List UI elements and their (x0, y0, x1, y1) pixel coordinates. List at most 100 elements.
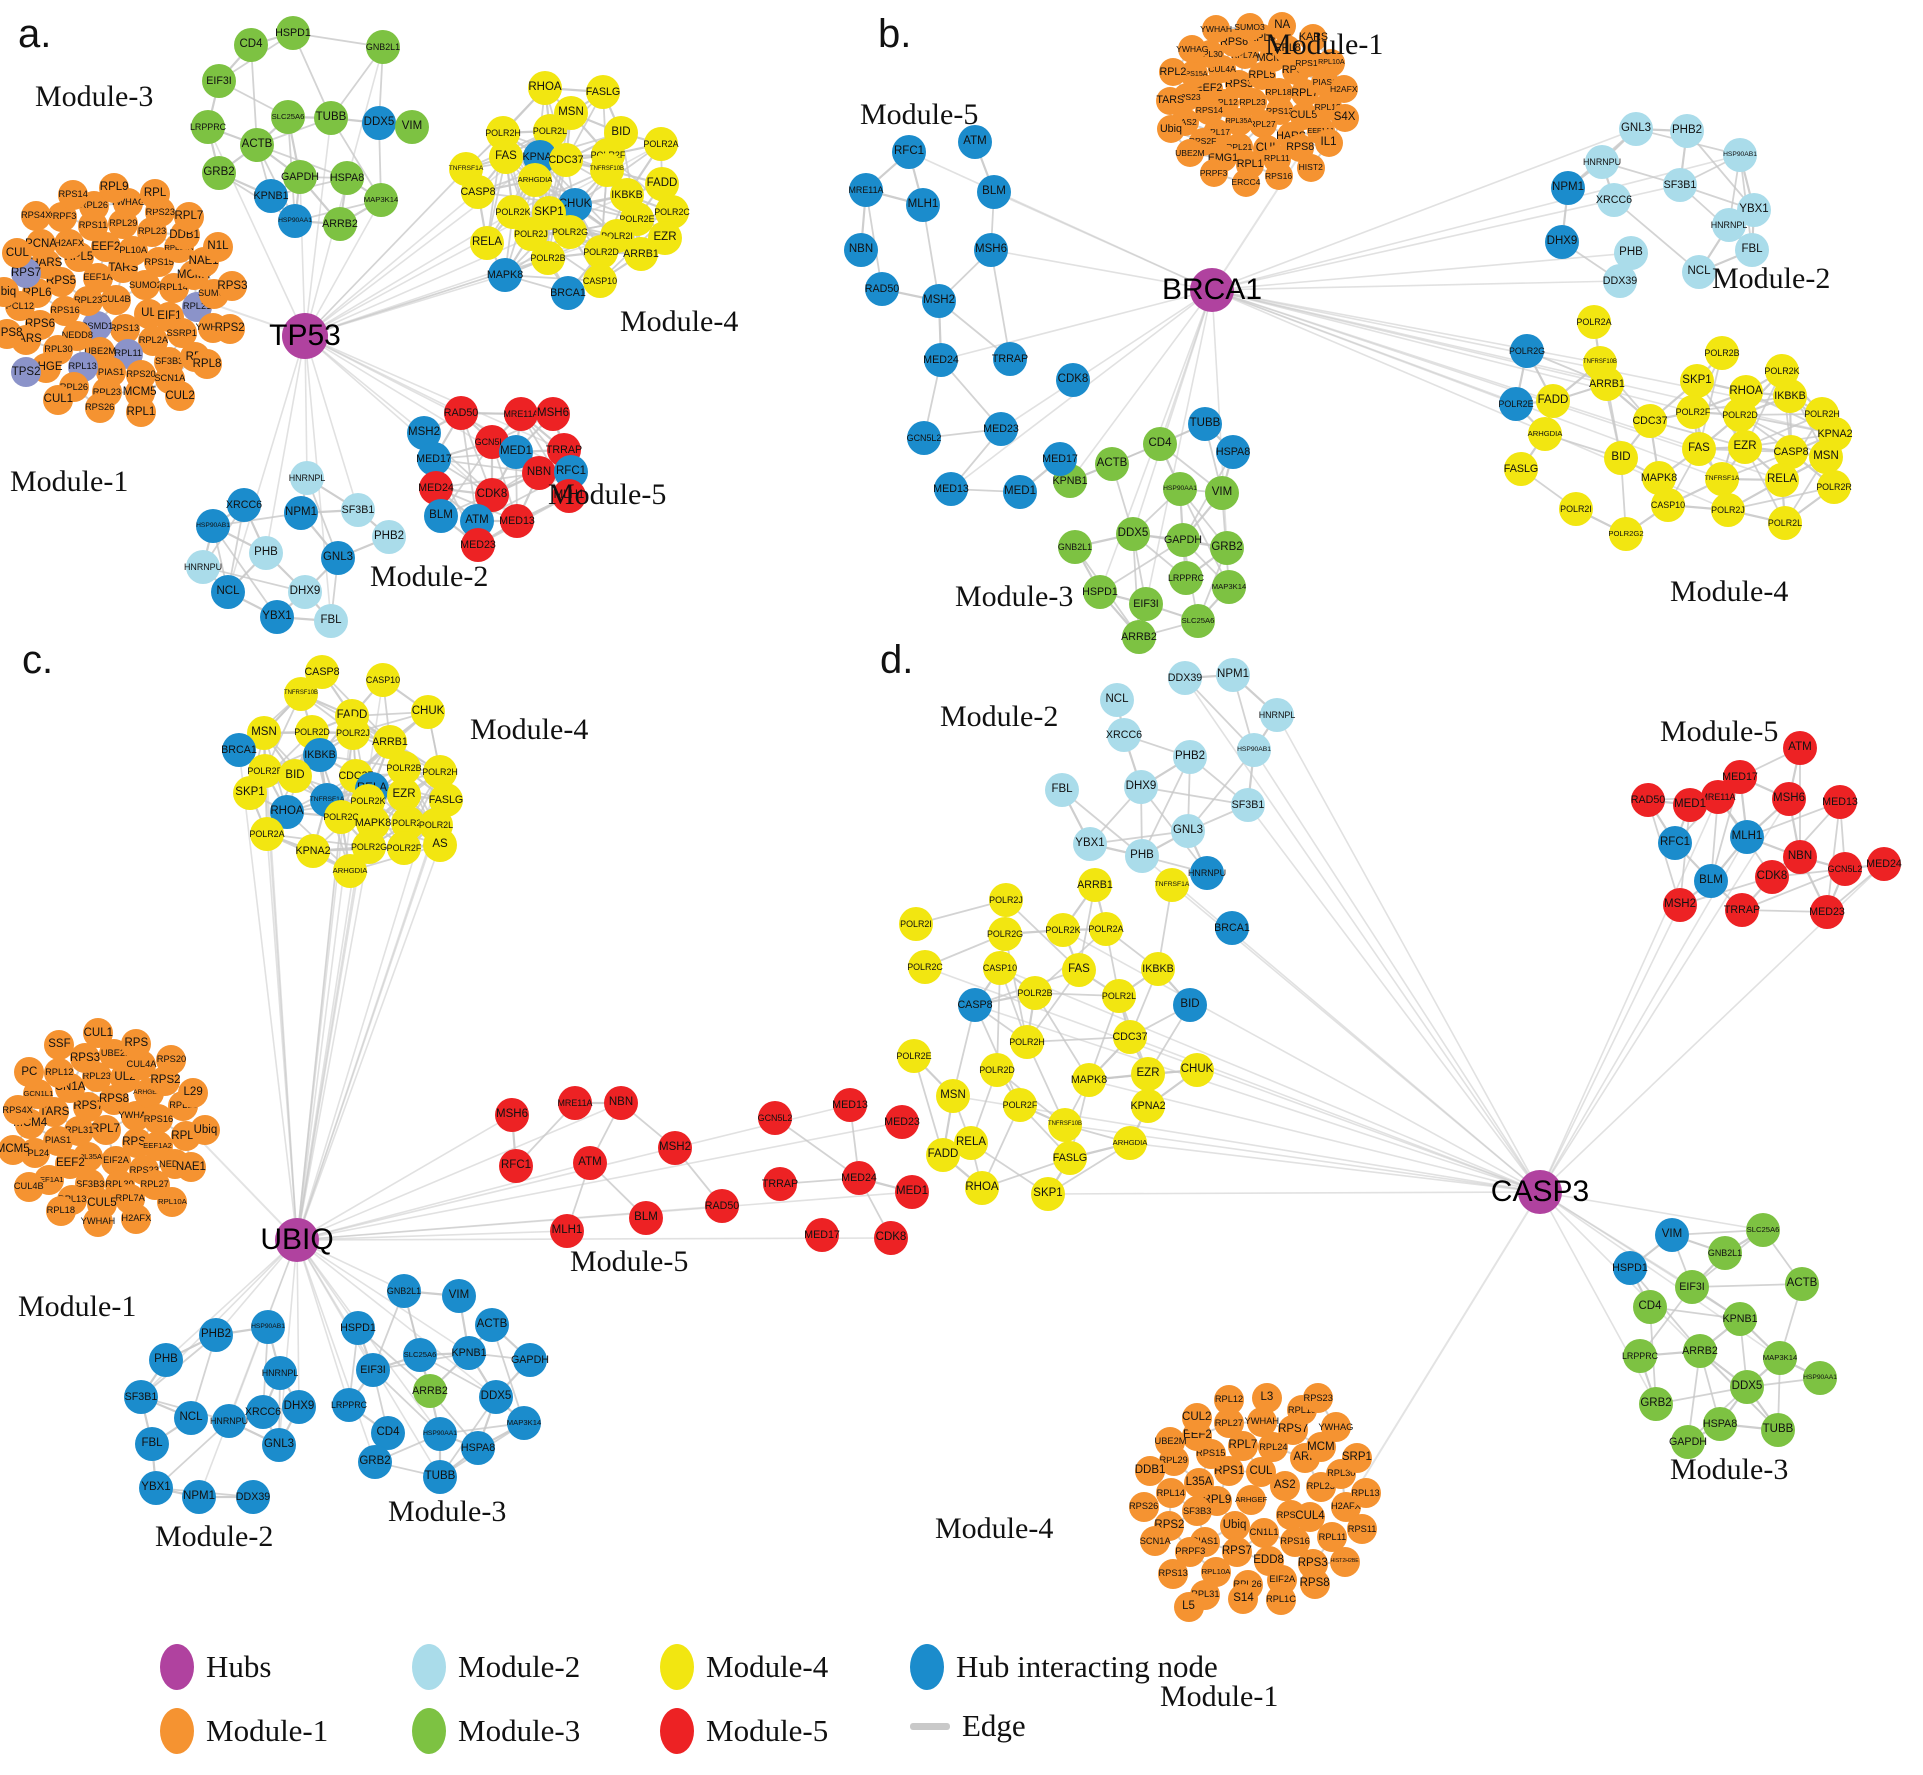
network-node[interactable]: FADD (926, 1138, 960, 1172)
network-node[interactable]: RAD50 (444, 396, 478, 430)
network-node[interactable]: ARHGEF (1235, 1485, 1267, 1515)
network-node[interactable]: RPL27 (1213, 1408, 1244, 1439)
network-node[interactable]: FAS (1682, 432, 1716, 466)
network-node[interactable]: POLR2I (899, 907, 933, 941)
network-node[interactable]: FADD (1536, 384, 1570, 418)
network-node[interactable]: RPL10A (157, 1187, 188, 1218)
network-node[interactable]: UBE2M (1175, 139, 1205, 167)
network-node[interactable]: CDC37 (1112, 1020, 1148, 1054)
network-node[interactable]: MSH2 (658, 1131, 692, 1165)
network-node[interactable]: YBX1 (260, 600, 294, 634)
network-node[interactable]: POLR2G (987, 917, 1023, 951)
network-node[interactable]: DHX9 (282, 1390, 316, 1424)
network-node[interactable]: TPS2 (11, 357, 42, 388)
network-node[interactable]: LRPPRC (1168, 561, 1204, 595)
network-node[interactable]: MED13 (933, 472, 969, 506)
network-node[interactable]: SF3B1 (1663, 168, 1697, 202)
network-node[interactable]: NPM1 (1216, 658, 1250, 692)
network-node[interactable]: RPS16 (143, 1104, 174, 1135)
network-node[interactable]: XRCC6 (245, 1395, 281, 1429)
network-node[interactable]: RPS26 (1128, 1491, 1159, 1522)
network-node[interactable]: BRCA1 (550, 276, 586, 310)
network-node[interactable]: MSN (936, 1079, 970, 1113)
network-node[interactable]: POLR2A (643, 127, 679, 161)
network-node[interactable]: PRPF3 (1199, 159, 1228, 188)
network-node[interactable]: RAD50 (705, 1189, 739, 1223)
network-node[interactable]: DDX5 (362, 106, 396, 140)
network-node[interactable]: EIF3I (202, 64, 236, 98)
network-node[interactable]: Ubiq (1156, 115, 1185, 144)
network-node[interactable]: DHX9 (1124, 770, 1158, 804)
network-node[interactable]: SSF (44, 1029, 75, 1060)
network-node[interactable]: HNRNPU (1188, 856, 1226, 890)
network-node[interactable]: KARS (1299, 23, 1328, 52)
network-node[interactable]: HSPD1 (1612, 1251, 1648, 1285)
network-node[interactable]: RPL13 (1350, 1478, 1381, 1509)
network-node[interactable]: NPM1 (182, 1480, 216, 1514)
network-node[interactable]: IL1 (1314, 128, 1343, 157)
network-node[interactable]: POLR2D (1722, 398, 1758, 432)
network-node[interactable]: BID (278, 759, 312, 793)
network-node[interactable]: MED23 (460, 528, 496, 562)
network-node[interactable]: NA (1268, 12, 1297, 41)
network-node[interactable]: MED17 (416, 442, 452, 476)
network-node[interactable]: CUL (2, 238, 33, 269)
network-node[interactable]: YWHAG (1318, 1412, 1353, 1443)
network-node[interactable]: RPS4X (2, 1095, 33, 1126)
network-node[interactable]: HNRNPU (184, 550, 222, 584)
network-node[interactable]: H2AFX (121, 1203, 152, 1234)
network-node[interactable]: FBL (314, 604, 348, 638)
network-node[interactable]: TUBB (1188, 407, 1222, 441)
network-node[interactable]: POLR2K (1045, 913, 1081, 947)
network-node[interactable]: POLR2I (1559, 492, 1593, 526)
network-node[interactable]: CUL1 (83, 1018, 114, 1049)
network-node[interactable]: FASLG (586, 75, 620, 109)
network-node[interactable]: GAPDH (1669, 1425, 1707, 1459)
network-node[interactable]: BRCA1 (1214, 911, 1250, 945)
network-node[interactable]: GRB2 (202, 156, 236, 190)
network-node[interactable]: GNB2L1 (387, 1274, 421, 1308)
network-node[interactable]: ACTB (1785, 1267, 1819, 1301)
network-node[interactable]: MSH6 (974, 233, 1008, 267)
network-node[interactable]: TUBB (423, 1460, 457, 1494)
network-node[interactable]: MED17 (1722, 760, 1758, 794)
network-node[interactable]: MED23 (884, 1105, 920, 1139)
network-node[interactable]: MED24 (1866, 847, 1902, 881)
network-node[interactable]: YWHAG (1176, 35, 1208, 64)
network-node[interactable]: ARRB1 (1589, 367, 1625, 401)
network-node[interactable]: HSPD1 (1082, 575, 1118, 609)
network-node[interactable]: MSH2 (922, 284, 956, 318)
network-node[interactable]: POLR2F (387, 831, 421, 865)
network-node[interactable]: Ubiq (190, 1115, 221, 1146)
network-node[interactable]: L3 (1251, 1383, 1282, 1414)
network-node[interactable]: SF3B1 (124, 1380, 158, 1414)
network-node[interactable]: MRE11A (504, 397, 539, 431)
network-node[interactable]: POLR2C (907, 950, 943, 984)
network-node[interactable]: CASP10 (583, 264, 617, 298)
network-node[interactable]: RAD50 (865, 272, 899, 306)
network-node[interactable]: CD4 (371, 1416, 405, 1450)
network-node[interactable]: BID (1173, 988, 1207, 1022)
network-node[interactable]: RPS8 (0, 319, 22, 350)
network-node[interactable]: RPS14 (58, 179, 89, 210)
network-node[interactable]: NCL (1682, 255, 1716, 289)
network-node[interactable]: HSPA8 (330, 161, 364, 195)
network-node[interactable]: CASP10 (1651, 488, 1685, 522)
network-node[interactable]: MED17 (804, 1218, 840, 1252)
network-node[interactable]: XRCC6 (1596, 183, 1632, 217)
network-node[interactable]: MSH6 (495, 1098, 529, 1132)
network-node[interactable]: DDX39 (1603, 264, 1637, 298)
network-node[interactable]: KPNB1 (1722, 1302, 1758, 1336)
network-node[interactable]: EIF3I (1675, 1270, 1709, 1304)
network-node[interactable]: CDC37 (1632, 404, 1668, 438)
network-node[interactable]: RPL12 (44, 1057, 75, 1088)
network-node[interactable]: HSPA8 (461, 1431, 495, 1465)
network-node[interactable]: TNFRSF1A (1705, 462, 1739, 496)
network-node[interactable]: POLR2R (1816, 470, 1852, 504)
network-node[interactable]: AS (423, 828, 457, 862)
network-node[interactable]: CDK8 (874, 1221, 908, 1255)
network-node[interactable]: RPL18 (45, 1195, 76, 1226)
network-node[interactable]: RPS2 (215, 313, 245, 344)
network-node[interactable]: CASP10 (366, 663, 400, 697)
network-node[interactable]: TRRAP (762, 1167, 798, 1201)
